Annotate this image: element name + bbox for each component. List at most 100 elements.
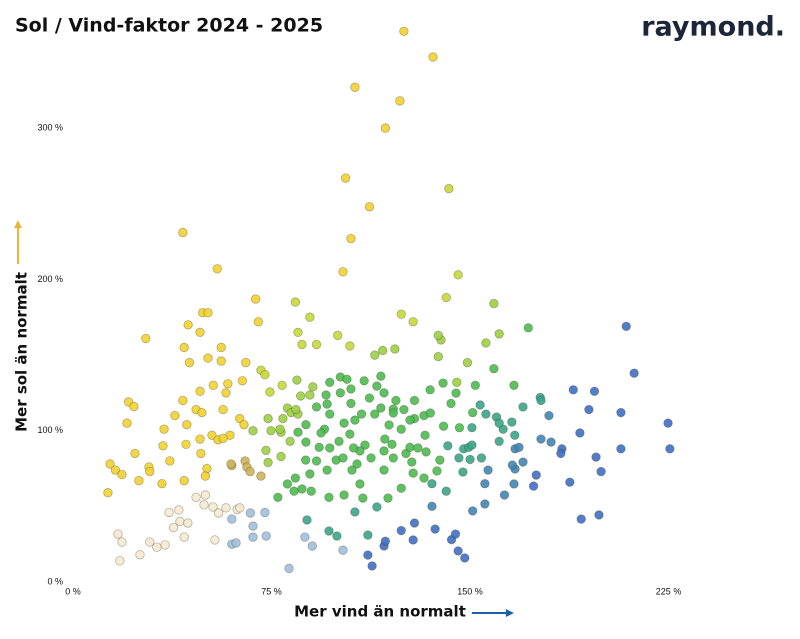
point — [275, 424, 285, 434]
point — [509, 479, 519, 489]
point — [509, 380, 519, 391]
point — [284, 563, 294, 574]
point — [235, 503, 245, 513]
point — [376, 371, 386, 381]
point — [665, 444, 675, 454]
point — [346, 384, 356, 394]
point — [363, 550, 373, 560]
point — [446, 398, 456, 409]
point — [444, 183, 454, 194]
point — [384, 420, 394, 430]
point — [383, 493, 393, 503]
point — [379, 465, 389, 475]
point — [202, 463, 212, 474]
point — [263, 457, 273, 468]
point — [396, 483, 406, 493]
point — [340, 173, 351, 183]
point — [179, 475, 189, 486]
point — [134, 475, 144, 486]
point — [203, 307, 213, 318]
point — [458, 467, 468, 477]
point — [523, 323, 533, 333]
point — [475, 400, 485, 410]
point — [145, 537, 155, 547]
point — [199, 500, 209, 510]
point — [245, 466, 255, 477]
point — [248, 532, 258, 542]
point — [370, 350, 380, 360]
point — [278, 413, 288, 424]
point — [380, 536, 391, 546]
point — [596, 466, 606, 477]
point — [113, 529, 123, 539]
point — [218, 433, 228, 443]
point — [591, 452, 601, 462]
point — [364, 202, 375, 212]
point — [325, 377, 335, 387]
point — [256, 471, 266, 481]
point — [507, 460, 518, 470]
point — [273, 492, 283, 502]
point — [405, 415, 415, 425]
point — [290, 297, 301, 307]
point — [250, 294, 261, 304]
point — [197, 407, 207, 418]
point — [297, 484, 307, 494]
point — [346, 233, 356, 244]
point — [305, 312, 315, 322]
point — [438, 421, 449, 431]
point — [311, 456, 322, 466]
point — [285, 436, 295, 446]
x-tick-label: 150 % — [457, 586, 483, 596]
point — [421, 447, 431, 457]
point — [253, 317, 263, 327]
point — [322, 465, 332, 475]
point — [248, 426, 258, 436]
point — [145, 466, 155, 477]
point — [536, 395, 546, 406]
point — [425, 408, 436, 418]
point — [432, 466, 442, 476]
point — [363, 530, 373, 540]
point — [221, 388, 231, 398]
point — [311, 402, 322, 412]
point — [237, 376, 248, 386]
point — [396, 309, 406, 319]
point — [401, 448, 411, 459]
point — [218, 404, 228, 415]
point — [208, 502, 218, 512]
point — [348, 443, 359, 453]
point — [396, 525, 406, 536]
point — [293, 327, 303, 338]
point — [489, 298, 499, 309]
point — [481, 338, 491, 348]
point — [130, 448, 140, 459]
point — [358, 493, 368, 503]
point — [207, 430, 217, 440]
point — [409, 395, 420, 406]
point — [454, 422, 465, 433]
point — [355, 479, 365, 489]
point — [216, 342, 226, 353]
point — [179, 532, 189, 542]
point — [216, 356, 226, 366]
point — [350, 507, 360, 517]
point — [377, 345, 388, 356]
point — [360, 440, 370, 450]
point — [141, 333, 151, 344]
point — [160, 540, 170, 550]
point — [481, 409, 491, 419]
point — [528, 481, 539, 491]
point — [263, 413, 273, 424]
point — [291, 404, 301, 415]
point — [308, 382, 318, 392]
point — [325, 443, 335, 453]
point — [245, 508, 256, 518]
x-tick-label: 75 % — [261, 586, 282, 596]
point — [159, 424, 169, 434]
point — [183, 320, 193, 330]
point — [260, 507, 270, 518]
point — [301, 419, 311, 430]
point — [135, 550, 145, 560]
